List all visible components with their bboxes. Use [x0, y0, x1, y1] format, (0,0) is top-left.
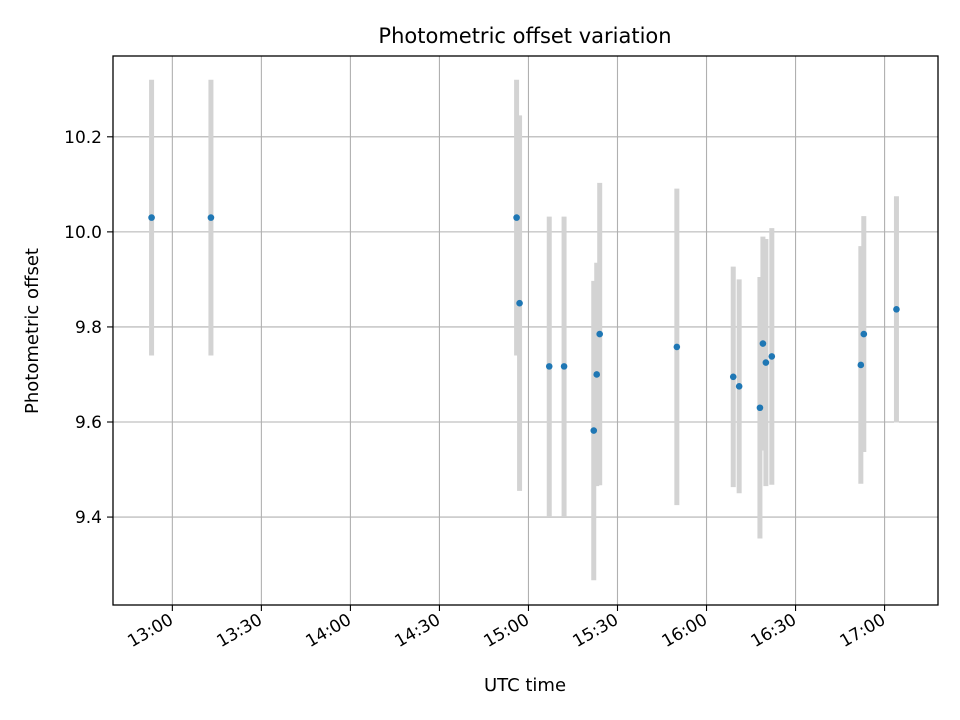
chart-title: Photometric offset variation: [378, 24, 671, 48]
data-point: [762, 359, 770, 366]
data-point: [768, 353, 776, 360]
y-tick-label: 9.6: [75, 413, 102, 433]
data-point: [560, 363, 568, 370]
y-axis-title: Photometric offset: [22, 248, 43, 414]
data-point: [735, 383, 743, 390]
grid: [113, 56, 938, 605]
data-point: [516, 299, 523, 307]
data-point: [207, 214, 215, 221]
y-axis: 9.4 9.6 9.8 10.0 10.2: [64, 128, 113, 528]
data-point: [759, 340, 767, 347]
data-point: [596, 330, 603, 338]
y-tick-label: 9.4: [75, 508, 102, 528]
y-tick-label: 10.0: [64, 223, 102, 243]
data-point: [857, 361, 865, 369]
data-point: [860, 330, 868, 338]
data-point: [513, 214, 520, 221]
data-point: [545, 363, 553, 370]
data-point: [893, 306, 900, 313]
data-point: [593, 371, 601, 378]
data-point: [148, 214, 155, 221]
data-point: [590, 427, 598, 434]
data-points: [148, 214, 900, 434]
y-tick-label: 9.8: [75, 318, 102, 338]
x-axis-title: UTC time: [484, 675, 566, 696]
plot-frame: [112, 55, 939, 606]
data-point: [729, 373, 737, 381]
y-tick-label: 10.2: [64, 128, 102, 148]
data-point: [756, 404, 764, 412]
data-point: [673, 343, 681, 351]
